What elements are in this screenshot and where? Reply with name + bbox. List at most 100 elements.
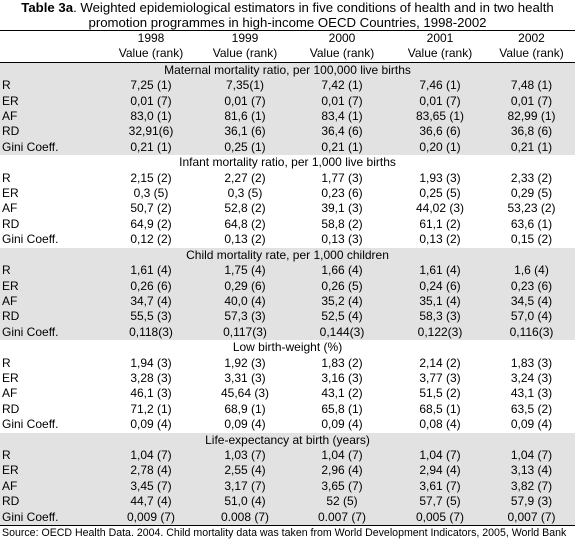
table-cell: 0,21 (1) <box>488 139 575 156</box>
table-cell: 1,77 (3) <box>321 170 363 185</box>
table-cell: 51,0 (4) <box>198 494 292 510</box>
table-cell: 58,3 (3) <box>392 309 488 325</box>
table-cell: 0,09 (4) <box>510 417 553 432</box>
table-cell: 32,91(6) <box>104 124 198 140</box>
table-cell: 1,83 (2) <box>321 355 363 370</box>
table-cell: 0,118(3) <box>104 324 198 341</box>
table-row: AF 34,7 (4) 40,0 (4) 35,2 (4) 35,1 (4) 34,5 (… <box>0 293 575 310</box>
table-cell: 52,8 (2) <box>224 201 266 216</box>
table-row: RD 44,7 (4) 51,0 (4) 52 (5) 57,7 (5) 57,9 (3) <box>0 494 575 510</box>
table-cell: 3,28 (3) <box>130 370 172 385</box>
table-cell: 65,8 (1) <box>321 401 363 416</box>
table-cell: 0,009 (7) <box>104 509 198 526</box>
table-cell: 0,23 (6) <box>321 186 363 201</box>
value-header-row: Value (rank) Value (rank) Value (rank) V… <box>0 46 575 63</box>
table-cell: 1,61 (4) <box>104 263 198 279</box>
table-cell: 0,15 (2) <box>510 232 553 247</box>
table-cell: 0,3 (5) <box>227 186 263 201</box>
section-heading-row: Low birth-weight (%) <box>0 340 575 355</box>
section-heading-row: Infant mortality ratio, per 1,000 live b… <box>0 155 575 170</box>
table-row: AF 50,7 (2) 52,8 (2) 39,1 (3) 44,02 (3) 53,23… <box>0 201 575 216</box>
table-cell: 0,21 (1) <box>104 139 198 156</box>
table-cell: 2,55 (4) <box>198 463 292 479</box>
table-cell: 0,13 (2) <box>419 232 461 247</box>
table-row: R 1,04 (7) 1,03 (7) 1,04 (7) 1,04 (7) 1,04 (7… <box>0 447 575 464</box>
year-header-cell: 1999 <box>198 30 292 47</box>
table-cell: 82,99 (1) <box>488 109 575 125</box>
row-label: Gini Coeff. <box>2 417 59 432</box>
table-row: Gini Coeff. 0,009 (7) 0.008 (7) 0.007 (7) 0,… <box>0 509 575 526</box>
table-cell: 39,1 (3) <box>321 201 363 216</box>
row-label: AF <box>0 293 104 310</box>
table-cell: 1,04 (7) <box>392 447 488 464</box>
table-cell: 2,78 (4) <box>104 463 198 479</box>
table-cell: 34,7 (4) <box>104 293 198 310</box>
row-label: RD <box>0 124 104 140</box>
table-cell: 0,08 (4) <box>419 417 461 432</box>
table-row: ER 0,3 (5) 0,3 (5) 0,23 (6) 0,25 (5) 0,29 (5) <box>0 186 575 201</box>
table-cell: 0,01 (7) <box>292 93 392 110</box>
table-row: RD 32,91(6) 36,1 (6) 36,4 (6) 36,6 (6) 36,8 (… <box>0 124 575 140</box>
table-cell: 36,6 (6) <box>392 124 488 140</box>
table-cell: 7,35(1) <box>198 78 292 94</box>
table-cell: 36,8 (6) <box>488 124 575 140</box>
table-cell: 0,26 (5) <box>292 278 392 294</box>
row-label: R <box>2 355 11 370</box>
table-cell: 68,9 (1) <box>224 401 266 416</box>
table-cell: 0,25 (1) <box>198 139 292 156</box>
table-cell: 0,01 (7) <box>488 93 575 110</box>
row-label: Gini Coeff. <box>0 139 104 156</box>
table-cell: 71,2 (1) <box>130 401 172 416</box>
table-row: RD 71,2 (1) 68,9 (1) 65,8 (1) 68,5 (1) 63,5 (… <box>0 402 575 417</box>
row-label: RD <box>2 401 20 416</box>
value-header-cell: Value (rank) <box>488 46 575 63</box>
year-header-cell: 1998 <box>104 30 198 47</box>
row-label: R <box>0 447 104 464</box>
table-row: R 1,61 (4) 1,75 (4) 1,66 (4) 1,61 (4) 1,6 (4) <box>0 263 575 279</box>
row-label: AF <box>2 201 18 216</box>
table-cell: 3,45 (7) <box>104 478 198 495</box>
table-title-text: . Weighted epidemiological estimators in… <box>73 0 554 30</box>
table-cell: 3,82 (7) <box>488 478 575 495</box>
table-cell: 35,1 (4) <box>392 293 488 310</box>
table-cell: 2,94 (4) <box>392 463 488 479</box>
row-label: ER <box>2 186 19 201</box>
table-row: ER 0,26 (6) 0,29 (6) 0,26 (5) 0,24 (6) 0,23 (… <box>0 278 575 294</box>
table-cell: 2,33 (2) <box>510 170 553 185</box>
table-cell: 7,25 (1) <box>104 78 198 94</box>
table-row: AF 3,45 (7) 3,17 (7) 3,65 (7) 3,61 (7) 3,82 (… <box>0 478 575 495</box>
row-label: RD <box>0 494 104 510</box>
row-label: R <box>0 78 104 94</box>
table-cell: 43,1 (3) <box>510 386 553 401</box>
table-row: ER 3,28 (3) 3,31 (3) 3,16 (3) 3,77 (3) 3,24 (… <box>0 371 575 386</box>
table-cell: 0,26 (6) <box>104 278 198 294</box>
value-header-stub <box>0 46 104 63</box>
table-cell: 57,7 (5) <box>392 494 488 510</box>
table-cell: 50,7 (2) <box>130 201 172 216</box>
table-cell: 1,6 (4) <box>488 263 575 279</box>
row-label: RD <box>0 309 104 325</box>
table-cell: 0,09 (4) <box>321 417 363 432</box>
table-row: AF 46,1 (3) 45,64 (3) 43,1 (2) 51,5 (2) 43,1 … <box>0 386 575 401</box>
table-cell: 2,14 (2) <box>419 355 461 370</box>
table-cell: 3,13 (4) <box>488 463 575 479</box>
row-label: R <box>0 263 104 279</box>
value-header-cell: Value (rank) <box>292 46 392 63</box>
value-header-cell: Value (rank) <box>198 46 292 63</box>
section-heading: Low birth-weight (%) <box>232 340 343 355</box>
row-label: ER <box>0 93 104 110</box>
estimators-table: 1998 1999 2000 2001 2002 Value (rank) Va… <box>0 30 575 526</box>
table-title: Table 3a. Weighted epidemiological estim… <box>0 0 575 30</box>
table-cell: 55,5 (3) <box>104 309 198 325</box>
year-header-cell: 2002 <box>488 30 575 47</box>
year-header-cell: 2000 <box>292 30 392 47</box>
table-row: Gini Coeff. 0,118(3) 0,117(3) 0,144(3) 0,122… <box>0 324 575 341</box>
table-cell: 64,9 (2) <box>130 216 172 231</box>
table-cell: 0,13 (3) <box>321 232 363 247</box>
table-cell: 0,116(3) <box>488 324 575 341</box>
row-label: AF <box>0 478 104 495</box>
table-cell: 52,5 (4) <box>292 309 392 325</box>
table-cell: 0,3 (5) <box>133 186 169 201</box>
table-cell: 1,03 (7) <box>198 447 292 464</box>
table-cell: 1,61 (4) <box>392 263 488 279</box>
